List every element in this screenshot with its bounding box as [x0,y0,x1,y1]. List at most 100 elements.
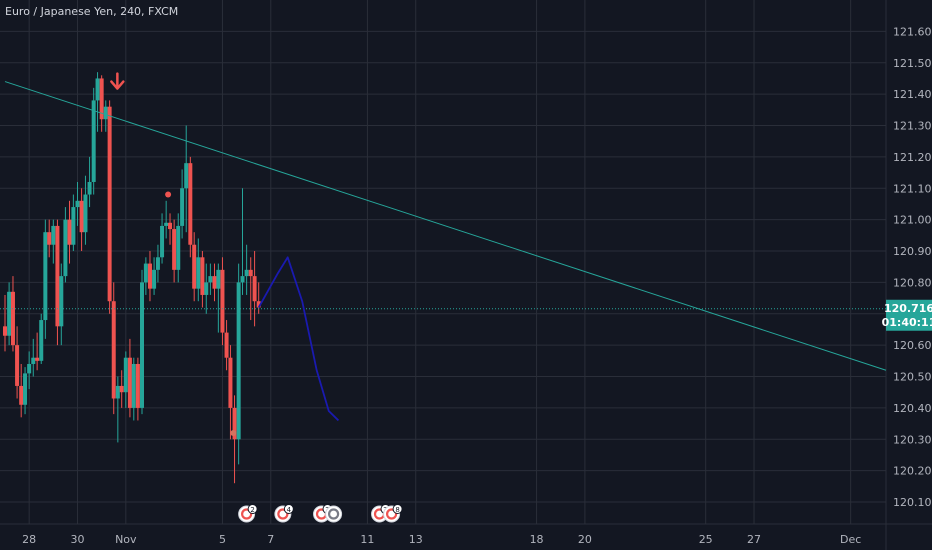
candle-body [15,345,20,386]
y-tick-label: 120.800 [893,276,932,289]
candle-body [208,276,213,283]
last-price-tag: 120.716 01:40:11 [882,299,932,331]
x-tick-label: Nov [115,533,137,546]
y-tick-label: 121.300 [893,120,932,133]
candle-body [99,78,104,120]
candle-body [103,106,108,120]
y-tick-label: 121.200 [893,151,932,164]
candle-body [3,326,7,336]
x-tick-label: 20 [578,533,592,546]
candle-body [107,106,112,302]
candle-body [172,229,177,270]
y-tick-label: 120.600 [893,339,932,352]
candle-body [180,188,185,226]
y-tick-label: 120.900 [893,245,932,258]
y-tick-label: 121.100 [893,182,932,195]
candle-body [188,163,193,245]
candle-body [79,200,84,233]
event-icons: 24228 [238,504,403,523]
drawings [0,72,887,437]
candle-body [91,100,96,182]
candle-body [256,301,261,308]
y-tick-label: 120.400 [893,402,932,415]
projection-path[interactable] [257,256,340,422]
x-tick-label: Dec [840,533,861,546]
candle-body [83,194,88,233]
candle-body [10,291,15,346]
candle-body [160,225,165,258]
x-tick-label: 7 [267,533,274,546]
candle-body [35,357,40,361]
candle-body [111,301,116,399]
y-tick-label: 121.400 [893,88,932,101]
candle-body [196,257,201,289]
candle-body [55,225,60,327]
event-icon[interactable]: 4 [274,504,294,523]
candle-body [240,276,245,283]
candle-body [155,257,160,270]
candle-body [39,320,44,361]
event-icon-ring [328,508,340,520]
x-tick-label: 11 [360,533,374,546]
candle-body [135,363,140,408]
event-icon[interactable]: 8 [383,504,403,523]
y-tick-label: 121.500 [893,57,932,70]
candle-body [75,200,80,208]
event-badge-count: 2 [250,506,254,514]
candle-body [7,291,12,336]
candle-body [204,282,209,295]
x-tick-label: 27 [747,533,761,546]
candle-body [228,357,233,408]
candle-body [23,373,28,405]
candle-body [192,244,197,289]
candle-body [164,222,169,226]
event-icon-ring [241,508,253,520]
candle-body [31,357,36,364]
candle-body [252,276,257,302]
last-price-tag-background [886,299,932,331]
y-tick-label: 121.000 [893,214,932,227]
candle-body [184,163,189,189]
chart-title: Euro / Japanese Yen, 240, FXCM [5,5,178,18]
candle-body [71,207,76,245]
dot-marker[interactable] [230,430,237,437]
time-axis[interactable]: 28 30 Nov 5 7 11 13 18 20 25 27 Dec [22,533,861,546]
dot-marker[interactable] [165,191,172,198]
arrow-down-marker[interactable] [110,72,125,90]
event-icon[interactable]: 2 [238,504,258,523]
candle-body [43,232,48,321]
x-tick-label: 13 [409,533,423,546]
x-tick-label: 25 [699,533,713,546]
bar-countdown: 01:40:11 [882,316,932,329]
trendline[interactable] [4,81,887,371]
candle-body [236,282,241,440]
x-tick-label: 28 [22,533,36,546]
candle-body [51,225,56,245]
event-icon-circle [325,505,343,523]
candle-body [200,257,205,295]
candle-body [19,385,24,405]
candle-body [131,363,136,408]
y-tick-label: 121.600 [893,25,932,38]
event-icon[interactable] [325,505,343,523]
x-tick-label: 30 [70,533,84,546]
candle-body [244,269,249,277]
event-badge-count: 4 [287,506,292,514]
candle-body [147,263,152,289]
candle-body [224,332,229,358]
event-badge-circle [247,504,258,514]
last-price-value: 120.716 [884,302,932,315]
candle-body [119,385,124,393]
candle-body [168,222,173,230]
candle-body [248,269,253,277]
y-tick-label: 120.300 [893,433,932,446]
event-icon-ring [385,508,398,520]
y-tick-label: 120.200 [893,465,932,478]
event-icon-ring [277,508,289,520]
candle-body [115,385,120,399]
candle-body [232,407,237,440]
candle-body [59,276,64,327]
